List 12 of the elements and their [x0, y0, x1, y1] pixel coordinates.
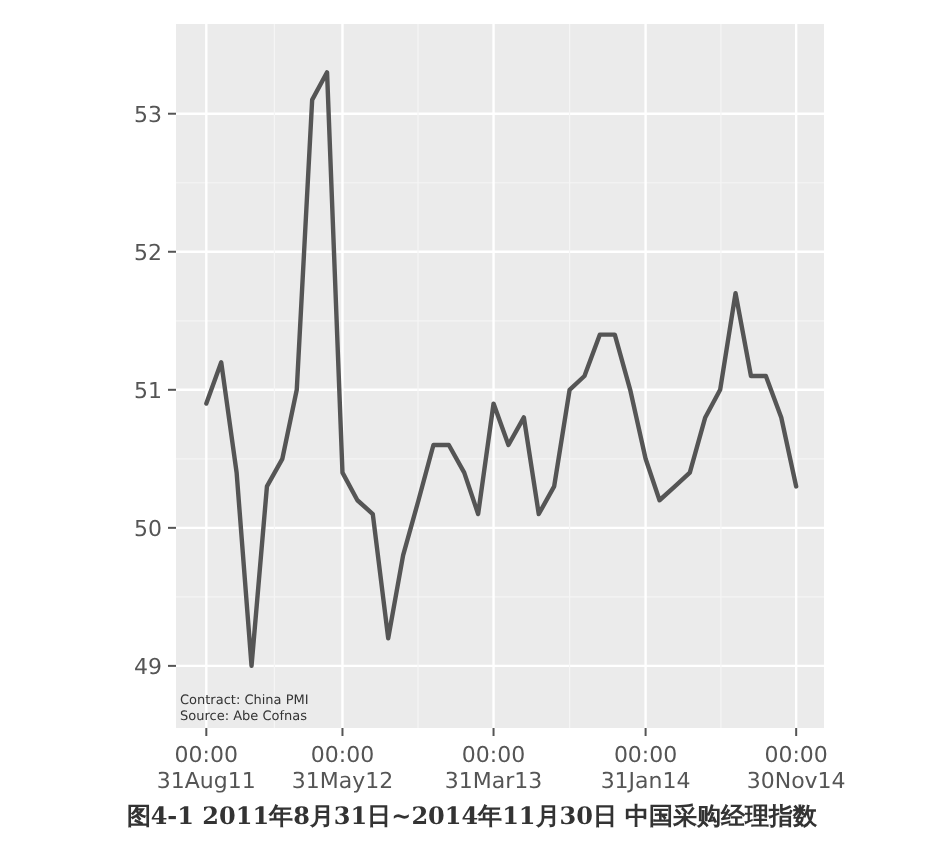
- x-tick-label: 00:00 31Jan14: [600, 742, 691, 794]
- y-tick-label: 49: [134, 653, 162, 680]
- y-tick-label: 53: [134, 101, 162, 128]
- x-tick-label: 00:00 31Aug11: [156, 742, 256, 794]
- x-tick-label: 00:00 30Nov14: [746, 742, 846, 794]
- text: 图4-1 2011年8月31日~2014年11月30日 中国采购经理指数: [126, 802, 820, 830]
- y-tick-label: 50: [134, 515, 162, 542]
- x-tick-label: 00:00 31Mar13: [444, 742, 543, 794]
- y-tick-label: 52: [134, 239, 162, 266]
- x-tick-label: 00:00 31May12: [291, 742, 394, 794]
- y-tick-label: 51: [134, 377, 162, 404]
- line-series: [204, 70, 799, 669]
